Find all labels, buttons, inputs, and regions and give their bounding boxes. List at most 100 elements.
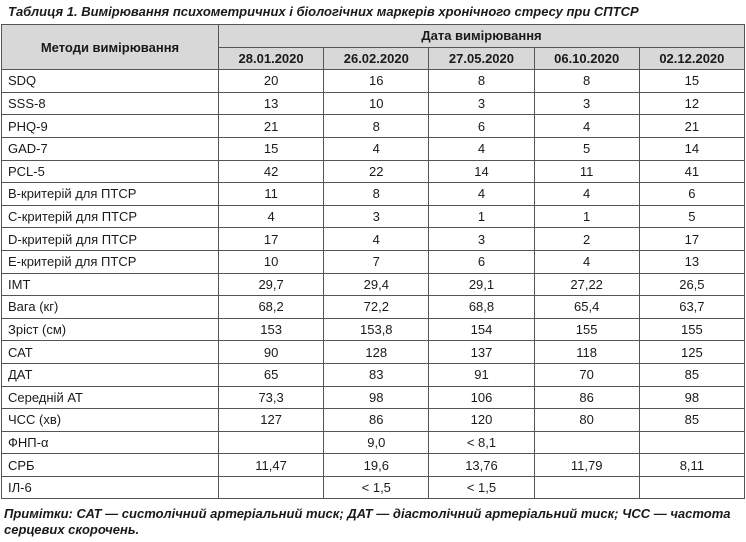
value-cell: 6 bbox=[428, 249, 535, 274]
value-cell: 127 bbox=[217, 408, 325, 432]
value-cell: 6 bbox=[428, 114, 535, 138]
method-cell: PHQ-9 bbox=[1, 114, 219, 138]
value-cell bbox=[533, 430, 640, 455]
value-cell: 4 bbox=[217, 204, 325, 229]
value-cell: 5 bbox=[533, 136, 640, 161]
method-cell: ІМТ bbox=[1, 272, 219, 297]
value-cell: 70 bbox=[533, 362, 640, 387]
value-cell: 118 bbox=[533, 340, 640, 364]
value-cell: 29,1 bbox=[428, 272, 535, 297]
date-header-cell: 27.05.2020 bbox=[428, 46, 535, 71]
value-cell: 4 bbox=[533, 182, 640, 206]
value-cell: 155 bbox=[638, 317, 746, 342]
method-cell: Е-критерій для ПТСР bbox=[1, 249, 219, 274]
table-row: SDQ 20 16 8 8 15 bbox=[1, 69, 746, 93]
value-cell: 3 bbox=[533, 91, 640, 116]
value-cell: 8 bbox=[533, 69, 640, 93]
value-cell: 137 bbox=[428, 340, 535, 364]
value-cell: 8 bbox=[323, 182, 430, 206]
value-cell: 154 bbox=[428, 317, 535, 342]
header-row: Методи вимірювання Дата вимірювання bbox=[1, 23, 745, 71]
method-cell: Зріст (см) bbox=[1, 317, 219, 342]
method-cell: SDQ bbox=[1, 69, 219, 93]
value-cell: 27,22 bbox=[533, 272, 640, 297]
table-row: Середній АТ 73,3 98 106 86 98 bbox=[1, 385, 746, 410]
date-header-cell: 02.12.2020 bbox=[638, 46, 746, 71]
value-cell: 73,3 bbox=[217, 385, 325, 410]
table-row: САТ 90 128 137 118 125 bbox=[1, 340, 746, 364]
value-cell: 10 bbox=[323, 91, 430, 116]
value-cell: 85 bbox=[638, 362, 746, 387]
value-cell: 21 bbox=[638, 114, 746, 138]
value-cell: 41 bbox=[638, 159, 746, 184]
value-cell: 65 bbox=[217, 362, 325, 387]
table-row: СРБ 11,47 19,6 13,76 11,79 8,11 bbox=[1, 453, 746, 477]
value-cell: 13 bbox=[638, 249, 746, 274]
value-cell: 8,11 bbox=[638, 453, 746, 477]
value-cell: 29,4 bbox=[323, 272, 430, 297]
value-cell: 5 bbox=[638, 204, 746, 229]
value-cell: 90 bbox=[217, 340, 325, 364]
value-cell: 63,7 bbox=[638, 295, 746, 319]
method-cell: САТ bbox=[1, 340, 219, 364]
value-cell: 65,4 bbox=[533, 295, 640, 319]
value-cell: 1 bbox=[428, 204, 535, 229]
value-cell: 4 bbox=[323, 227, 430, 251]
value-cell: 85 bbox=[638, 408, 746, 432]
notes: Примітки: САТ — систолічний артеріальний… bbox=[4, 506, 731, 537]
value-cell bbox=[217, 430, 325, 455]
value-cell: 29,7 bbox=[217, 272, 325, 297]
value-cell: 13,76 bbox=[428, 453, 535, 477]
data-table: Методи вимірювання Дата вимірювання 28.0… bbox=[1, 23, 746, 500]
table-row: PCL-5 42 22 14 11 41 bbox=[1, 159, 746, 184]
method-cell: SSS-8 bbox=[1, 91, 219, 116]
table-row: С-критерій для ПТСР 4 3 1 1 5 bbox=[1, 204, 746, 229]
table-row: Вага (кг) 68,2 72,2 68,8 65,4 63,7 bbox=[1, 295, 746, 319]
table-row: ІМТ 29,7 29,4 29,1 27,22 26,5 bbox=[1, 272, 746, 297]
value-cell: 15 bbox=[638, 69, 746, 93]
value-cell: 7 bbox=[323, 249, 430, 274]
value-cell: 98 bbox=[638, 385, 746, 410]
value-cell: 155 bbox=[533, 317, 640, 342]
value-cell: 128 bbox=[323, 340, 430, 364]
value-cell: 11 bbox=[533, 159, 640, 184]
value-cell: 11,79 bbox=[533, 453, 640, 477]
value-cell bbox=[217, 475, 325, 500]
table-row: Е-критерій для ПТСР 10 7 6 4 13 bbox=[1, 249, 746, 274]
value-cell: 8 bbox=[323, 114, 430, 138]
value-cell: 68,2 bbox=[217, 295, 325, 319]
value-cell: 86 bbox=[323, 408, 430, 432]
table-title: Таблиця 1. Вимірювання психометричних і … bbox=[8, 4, 639, 19]
value-cell: 4 bbox=[533, 114, 640, 138]
value-cell: 15 bbox=[217, 136, 325, 161]
header-row: 28.01.2020 26.02.2020 27.05.2020 06.10.2020… bbox=[2, 46, 746, 71]
value-cell: 91 bbox=[428, 362, 535, 387]
table-row: PHQ-9 21 8 6 4 21 bbox=[1, 114, 746, 138]
method-header: Методи вимірювання bbox=[1, 23, 219, 71]
value-cell: 12 bbox=[638, 91, 746, 116]
method-cell: В-критерій для ПТСР bbox=[1, 182, 219, 206]
value-cell: 98 bbox=[323, 385, 430, 410]
value-cell bbox=[533, 475, 640, 500]
value-cell: 3 bbox=[428, 91, 535, 116]
value-cell: 120 bbox=[428, 408, 535, 432]
value-cell: 6 bbox=[638, 182, 746, 206]
date-header-cell: 26.02.2020 bbox=[323, 46, 430, 71]
table-body: SDQ 20 16 8 8 15 SSS-8 13 10 3 3 12 PHQ-9 21 8 6 4 21 GAD-… bbox=[1, 69, 746, 500]
method-cell: GAD-7 bbox=[1, 136, 219, 161]
value-cell: 68,8 bbox=[428, 295, 535, 319]
value-cell: 11,47 bbox=[217, 453, 325, 477]
value-cell bbox=[638, 475, 746, 500]
value-cell: 125 bbox=[638, 340, 746, 364]
method-cell: С-критерій для ПТСР bbox=[1, 204, 219, 229]
method-cell: ДАТ bbox=[1, 362, 219, 387]
value-cell: 3 bbox=[428, 227, 535, 251]
value-cell: 17 bbox=[638, 227, 746, 251]
method-cell: Середній АТ bbox=[1, 385, 219, 410]
value-cell: 20 bbox=[217, 69, 325, 93]
value-cell: 11 bbox=[217, 182, 325, 206]
value-cell: 4 bbox=[428, 136, 535, 161]
value-cell: 106 bbox=[428, 385, 535, 410]
value-cell: < 8,1 bbox=[428, 430, 535, 455]
